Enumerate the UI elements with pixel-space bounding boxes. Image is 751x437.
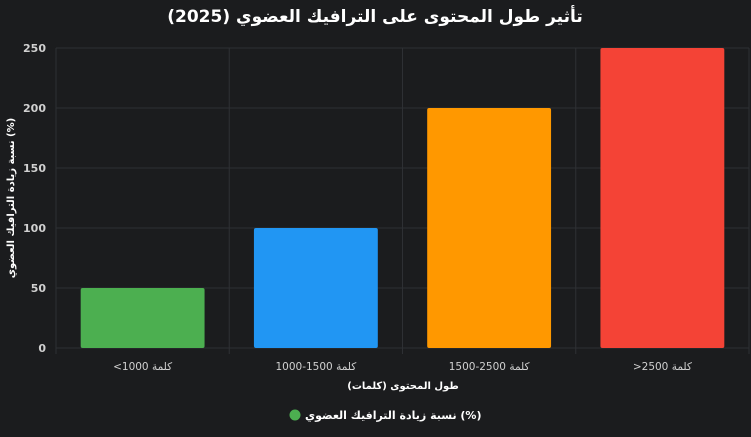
y-tick-label: 100 — [23, 222, 46, 235]
bar — [600, 48, 725, 348]
bar — [427, 108, 552, 348]
x-tick-label: 1000-1500 كلمة — [275, 361, 356, 373]
bar — [253, 228, 378, 348]
y-tick-label: 250 — [23, 42, 46, 55]
y-tick-label: 0 — [38, 342, 46, 355]
bar — [80, 288, 205, 348]
bars — [80, 48, 725, 348]
legend[interactable]: نسبة زيادة الترافيك العضوي (%) — [289, 409, 482, 422]
y-tick-label: 150 — [23, 162, 46, 175]
y-axis-label: نسبة زيادة الترافيك العضوي (%) — [6, 118, 17, 278]
legend-label: نسبة زيادة الترافيك العضوي (%) — [305, 409, 481, 422]
x-tick-label: <1000 كلمة — [113, 361, 172, 373]
y-tick-label: 200 — [23, 102, 46, 115]
tick-labels: 0 50 100 150 200 250 <1000 كلمة 1000-1500 كلمة 1… — [23, 42, 692, 373]
legend-swatch — [289, 409, 301, 421]
x-tick-label: 1500-2500 كلمة — [449, 361, 530, 373]
x-axis-label: طول المحتوى (كلمات) — [347, 381, 458, 392]
x-tick-label: >2500 كلمة — [633, 361, 692, 373]
chart-title: تأثير طول المحتوى على الترافيك العضوي (2… — [167, 5, 583, 27]
y-tick-label: 50 — [31, 282, 47, 295]
